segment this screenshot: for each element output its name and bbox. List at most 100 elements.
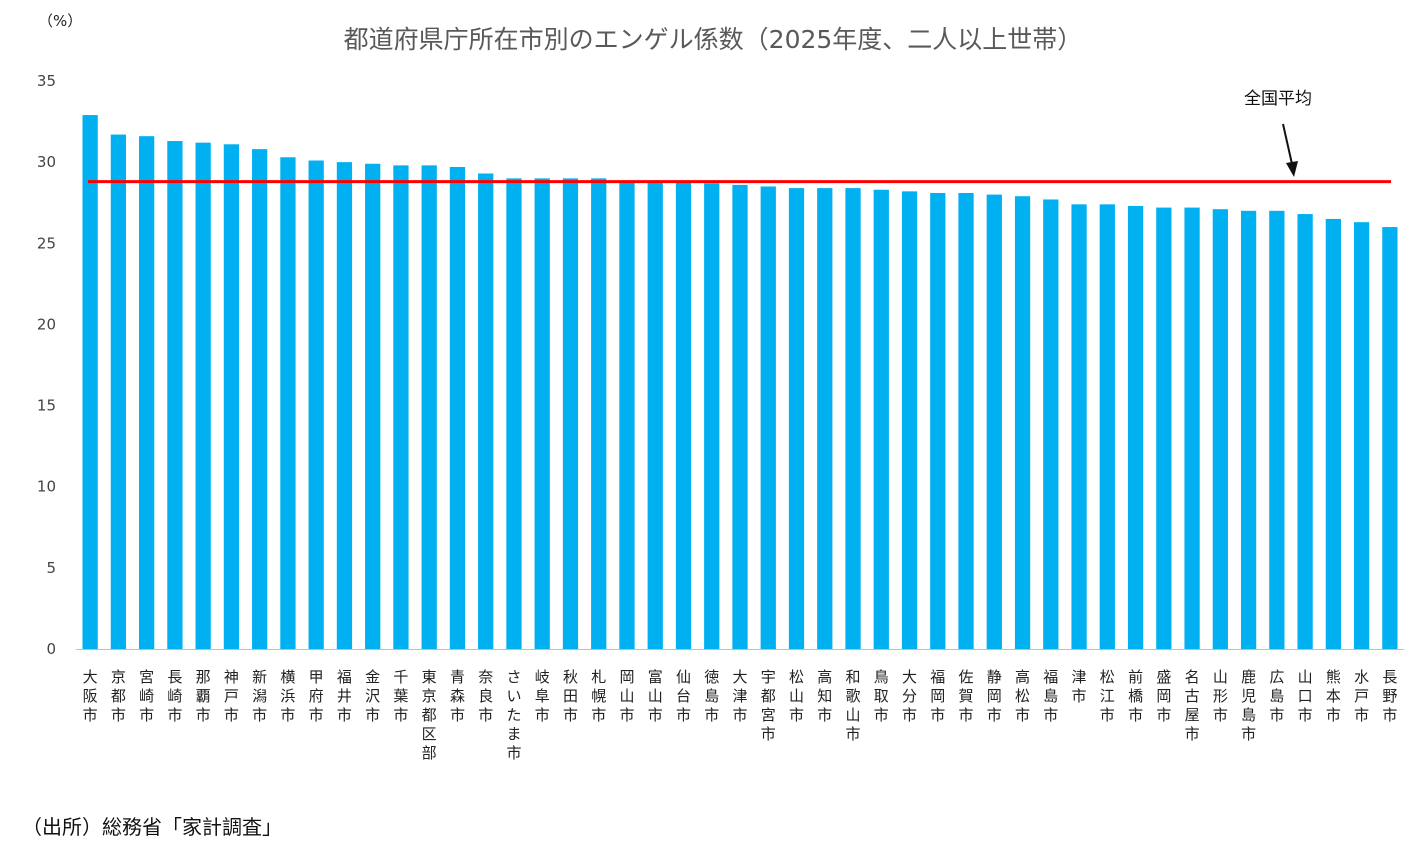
y-tick-label: 35 bbox=[37, 72, 56, 90]
x-category-label: 松江市 bbox=[1100, 668, 1115, 724]
x-category-label: 金沢市 bbox=[365, 668, 380, 724]
y-tick-label: 25 bbox=[37, 234, 56, 252]
bar bbox=[562, 178, 579, 649]
bar bbox=[449, 167, 466, 650]
x-category-label: 盛岡市 bbox=[1156, 668, 1171, 724]
bar bbox=[506, 178, 522, 649]
x-category-label: 長崎市 bbox=[167, 668, 182, 724]
bar bbox=[139, 136, 155, 650]
bar bbox=[110, 134, 127, 649]
x-category-label: 山口市 bbox=[1298, 668, 1313, 724]
bar bbox=[1269, 210, 1285, 650]
bar bbox=[308, 160, 324, 649]
bar bbox=[704, 183, 720, 650]
x-category-label: 佐賀市 bbox=[959, 668, 974, 724]
bar bbox=[986, 194, 1002, 649]
x-category-label: 和歌山市 bbox=[846, 668, 861, 743]
bar bbox=[223, 144, 240, 649]
x-category-label: 福井市 bbox=[337, 668, 352, 724]
x-category-label: 仙台市 bbox=[676, 668, 691, 724]
bar bbox=[845, 188, 861, 649]
bar bbox=[1156, 207, 1172, 649]
x-category-label: 前橋市 bbox=[1128, 668, 1143, 724]
x-category-label: 高知市 bbox=[817, 668, 832, 724]
x-category-label: 東京都区部 bbox=[422, 668, 437, 762]
x-category-label: 鳥取市 bbox=[874, 668, 889, 724]
bar bbox=[760, 186, 776, 649]
x-category-label: 青森市 bbox=[450, 668, 465, 724]
x-category-label: 神戸市 bbox=[224, 668, 239, 724]
bar bbox=[1382, 227, 1398, 650]
x-category-label: 熊本市 bbox=[1326, 668, 1341, 724]
x-category-label: 津市 bbox=[1072, 668, 1087, 705]
bar bbox=[1099, 204, 1115, 649]
y-tick-label: 30 bbox=[37, 153, 56, 171]
x-category-label: 新潟市 bbox=[252, 668, 267, 724]
x-category-label: 松山市 bbox=[789, 668, 804, 724]
bar bbox=[1212, 209, 1228, 649]
x-category-label: 水戸市 bbox=[1354, 668, 1369, 724]
x-category-label: 富山市 bbox=[648, 668, 663, 724]
x-category-label: 大分市 bbox=[902, 668, 917, 724]
bar bbox=[788, 188, 805, 649]
bar bbox=[958, 192, 974, 649]
bar bbox=[478, 173, 494, 649]
x-category-label: 広島市 bbox=[1269, 668, 1284, 724]
x-category-label: 鹿児島市 bbox=[1241, 668, 1256, 743]
bar bbox=[1127, 205, 1144, 649]
bar bbox=[1014, 196, 1031, 650]
y-unit-label: （%） bbox=[38, 12, 82, 30]
bars bbox=[82, 115, 1398, 650]
y-tick-label: 0 bbox=[46, 640, 56, 658]
bar bbox=[675, 181, 692, 650]
y-tick-label: 10 bbox=[37, 478, 56, 496]
x-category-label: 岐阜市 bbox=[535, 668, 550, 724]
x-category-label: 甲府市 bbox=[309, 668, 324, 724]
bar bbox=[82, 115, 98, 649]
bar bbox=[1240, 210, 1257, 650]
y-axis: 0 5 10 15 20 25 30 35 bbox=[37, 72, 56, 658]
bar bbox=[167, 141, 183, 649]
bar bbox=[591, 178, 607, 649]
bar bbox=[817, 188, 833, 649]
bar bbox=[1325, 218, 1341, 649]
x-category-label: 奈良市 bbox=[478, 668, 493, 724]
national-average-arrow bbox=[1282, 123, 1293, 165]
x-category-label: 千葉市 bbox=[393, 668, 408, 724]
x-category-label: 大阪市 bbox=[83, 668, 98, 724]
x-category-label: 福岡市 bbox=[930, 668, 945, 724]
bar bbox=[732, 184, 748, 649]
bar bbox=[901, 191, 918, 649]
x-category-label: 大津市 bbox=[732, 668, 747, 724]
x-category-label: 静岡市 bbox=[987, 668, 1002, 724]
x-category-label: 長野市 bbox=[1382, 668, 1397, 724]
y-tick-label: 15 bbox=[37, 397, 56, 415]
y-tick-label: 5 bbox=[46, 559, 56, 577]
x-category-label: 岡山市 bbox=[619, 668, 634, 724]
national-average-label: 全国平均 bbox=[1244, 89, 1312, 109]
x-category-label: 宇都宮市 bbox=[761, 668, 776, 743]
bar bbox=[930, 192, 946, 649]
bar bbox=[1071, 204, 1087, 649]
x-category-label: 秋田市 bbox=[563, 668, 578, 724]
x-axis-labels: 大阪市京都市宮崎市長崎市那覇市神戸市新潟市横浜市甲府市福井市金沢市千葉市東京都区… bbox=[83, 668, 1398, 762]
national-average-arrowhead bbox=[1286, 161, 1298, 177]
x-category-label: 名古屋市 bbox=[1185, 668, 1200, 743]
chart-title: 都道府県庁所在市別のエンゲル係数（2025年度、二人以上世帯） bbox=[344, 25, 1083, 54]
bar bbox=[1297, 214, 1313, 649]
source-note: （出所）総務省「家計調査」 bbox=[22, 815, 282, 839]
bar bbox=[393, 165, 409, 650]
x-category-label: さいたま市 bbox=[506, 668, 521, 762]
bar bbox=[421, 165, 437, 650]
x-category-label: 山形市 bbox=[1213, 668, 1228, 724]
bar bbox=[365, 163, 381, 649]
x-category-label: 那覇市 bbox=[196, 668, 211, 724]
bar bbox=[195, 142, 211, 649]
bar bbox=[873, 189, 889, 649]
y-tick-label: 20 bbox=[37, 315, 56, 333]
bar bbox=[619, 181, 635, 650]
x-category-label: 徳島市 bbox=[704, 668, 719, 724]
bar bbox=[534, 178, 550, 649]
x-category-label: 横浜市 bbox=[280, 668, 295, 724]
